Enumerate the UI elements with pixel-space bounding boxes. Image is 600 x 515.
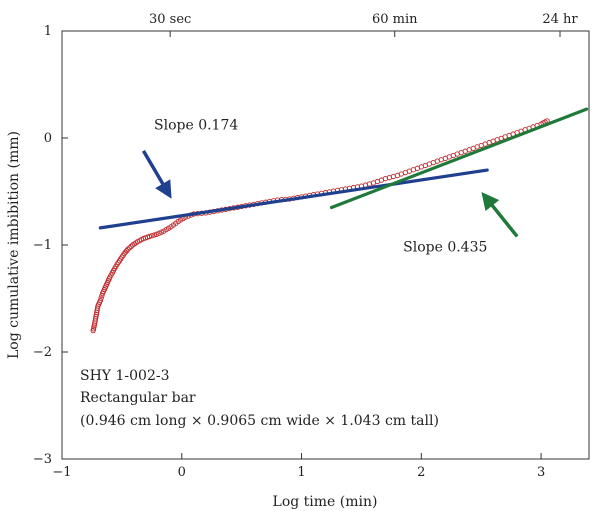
fit-line xyxy=(98,168,489,230)
y-axis-label: Log cumulative imbibition (mm) xyxy=(6,131,22,359)
x-tick-label: −1 xyxy=(52,465,71,480)
data-point xyxy=(97,297,103,304)
x-tick-label: 1 xyxy=(297,465,305,480)
data-point xyxy=(98,295,104,301)
data-point xyxy=(125,246,131,252)
data-point xyxy=(146,233,153,240)
top-axis-ticks: 30 sec 60 min 24 hr xyxy=(149,12,578,37)
y-tick-label: −3 xyxy=(33,452,52,467)
y-tick-label: −2 xyxy=(33,345,52,360)
data-point xyxy=(149,233,155,239)
data-point xyxy=(151,232,157,238)
annotation-arrow xyxy=(481,191,519,238)
x-tick-label: 3 xyxy=(537,465,545,480)
x-tick-label: 0 xyxy=(178,465,186,480)
slope-label: Slope 0.174 xyxy=(154,117,238,133)
x-tick-label: 2 xyxy=(417,465,425,480)
data-point xyxy=(126,245,133,251)
annotation-arrow xyxy=(141,149,172,199)
slope-label: Slope 0.435 xyxy=(403,239,487,255)
x-axis-label: Log time (min) xyxy=(273,494,378,510)
data-layer xyxy=(90,107,589,334)
sample-dimensions: (0.946 cm long × 0.9065 cm wide × 1.043 … xyxy=(80,413,439,429)
data-point xyxy=(128,243,134,250)
sample-shape: Rectangular bar xyxy=(80,390,196,406)
top-tick-label: 24 hr xyxy=(542,12,578,27)
axis-ticks xyxy=(61,30,542,460)
y-tick-label: 0 xyxy=(44,131,52,146)
top-tick-label: 60 min xyxy=(372,12,418,27)
sample-id: SHY 1-002-3 xyxy=(80,368,170,384)
y-tick-label: −1 xyxy=(33,238,52,253)
annotation-layer: Slope 0.174 Slope 0.435 xyxy=(141,117,519,255)
data-point xyxy=(124,248,130,254)
top-tick-label: 30 sec xyxy=(149,12,191,27)
axis-tick-labels: −1 0 1 2 3 1 0 −1 −2 −3 xyxy=(33,24,545,480)
fit-line xyxy=(329,107,589,210)
y-tick-label: 1 xyxy=(44,24,52,39)
